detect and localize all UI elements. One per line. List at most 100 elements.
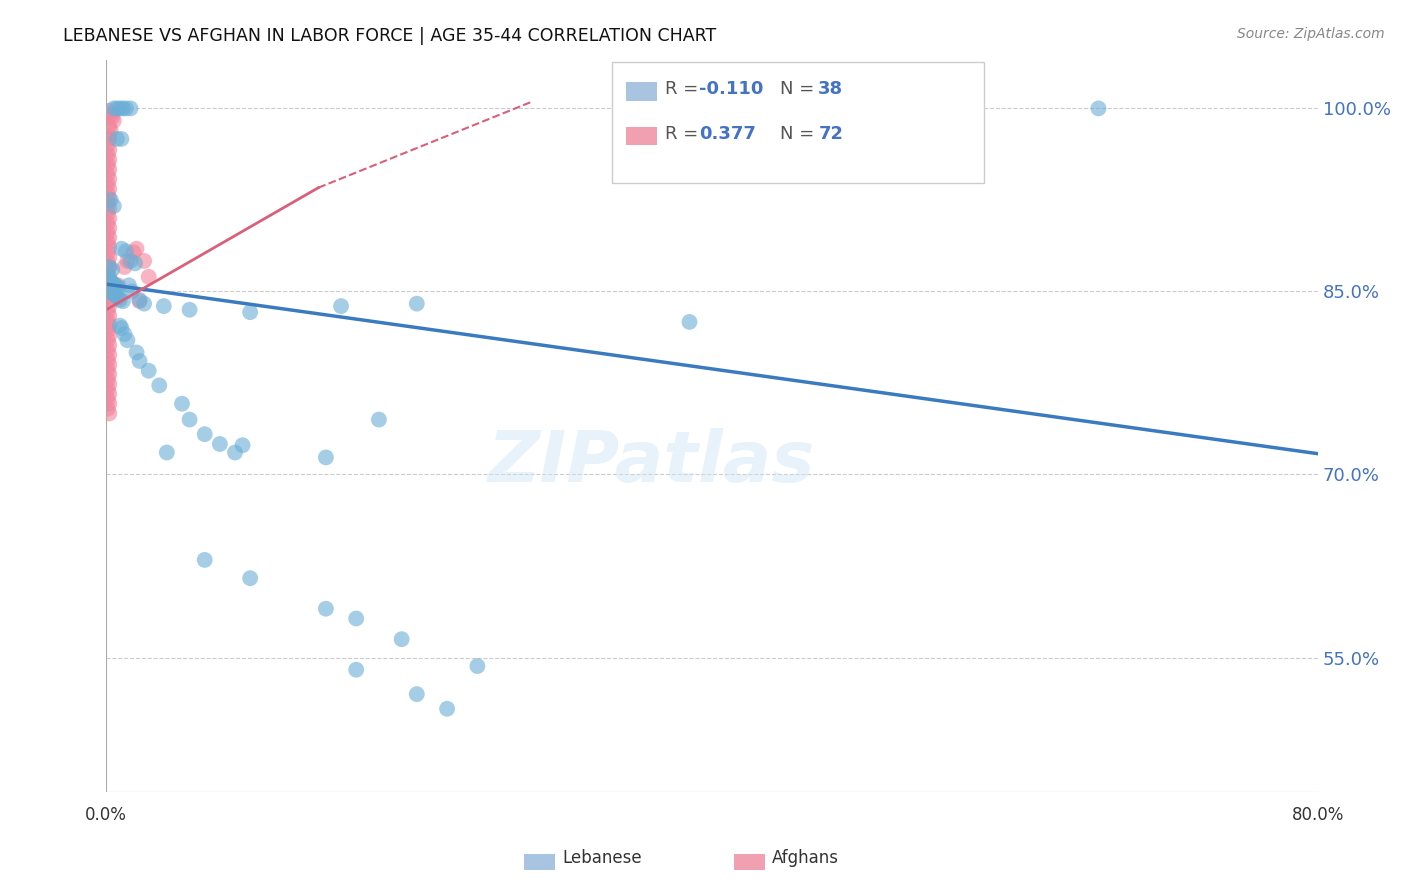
Point: [97, 343, 120, 357]
Point: [194, 427, 217, 442]
Point: [101, 262, 124, 277]
Point: [98, 309, 121, 323]
Point: [138, 364, 160, 378]
Point: [97, 128, 120, 143]
Point: [97, 275, 120, 289]
Point: [120, 254, 142, 268]
Point: [97, 245, 120, 260]
Text: -0.110: -0.110: [699, 80, 763, 98]
Point: [98, 240, 121, 254]
Point: [132, 296, 155, 310]
Point: [97, 285, 120, 299]
Point: [98, 132, 121, 146]
Point: [105, 279, 128, 293]
Point: [98, 202, 121, 216]
Point: [101, 276, 124, 290]
Point: [98, 120, 121, 134]
Point: [153, 299, 176, 313]
Point: [121, 285, 143, 299]
Point: [132, 254, 155, 268]
Point: [436, 702, 458, 716]
Point: [98, 250, 121, 264]
Point: [97, 226, 120, 240]
Point: [100, 193, 122, 207]
Text: R =: R =: [665, 125, 704, 143]
Text: Lebanese: Lebanese: [562, 849, 643, 867]
Text: Afghans: Afghans: [772, 849, 839, 867]
Point: [148, 378, 170, 392]
Text: N =: N =: [780, 125, 820, 143]
Point: [97, 314, 120, 328]
Point: [107, 281, 129, 295]
Point: [97, 304, 120, 318]
Point: [97, 333, 120, 347]
Point: [97, 148, 120, 162]
Point: [467, 659, 489, 673]
Point: [110, 321, 132, 335]
Point: [405, 687, 427, 701]
Point: [100, 107, 122, 121]
Point: [101, 285, 124, 300]
Point: [103, 102, 125, 116]
Point: [239, 305, 262, 319]
Point: [98, 299, 121, 313]
Text: 0.0%: 0.0%: [86, 806, 127, 824]
Point: [108, 318, 131, 333]
Text: 38: 38: [818, 80, 844, 98]
Point: [98, 289, 121, 303]
Point: [110, 242, 132, 256]
Text: ZIPatlas: ZIPatlas: [488, 428, 815, 497]
Point: [344, 611, 367, 625]
Point: [105, 132, 128, 146]
Point: [97, 177, 120, 191]
Point: [179, 302, 201, 317]
Point: [112, 327, 135, 342]
Point: [97, 157, 120, 171]
Point: [98, 377, 121, 392]
Point: [224, 445, 246, 459]
Point: [97, 372, 120, 386]
Point: [128, 293, 150, 307]
Point: [122, 245, 145, 260]
Point: [678, 315, 700, 329]
Point: [117, 333, 139, 347]
Point: [103, 277, 125, 292]
Point: [111, 294, 134, 309]
Point: [138, 269, 160, 284]
Point: [128, 294, 150, 309]
Point: [98, 153, 121, 167]
Text: 80.0%: 80.0%: [1292, 806, 1344, 824]
Point: [98, 172, 121, 186]
Point: [98, 272, 121, 286]
Point: [98, 368, 121, 382]
Point: [108, 102, 131, 116]
Point: [344, 663, 367, 677]
Point: [107, 278, 129, 293]
Text: R =: R =: [665, 80, 704, 98]
Point: [112, 260, 135, 274]
Point: [104, 288, 127, 302]
Point: [97, 392, 120, 406]
Point: [97, 294, 120, 309]
Point: [405, 296, 427, 310]
Point: [97, 255, 120, 269]
Point: [97, 235, 120, 250]
Point: [208, 437, 231, 451]
Text: 72: 72: [818, 125, 844, 143]
Point: [98, 387, 121, 401]
Point: [115, 102, 138, 116]
Text: N =: N =: [780, 80, 820, 98]
Point: [100, 123, 122, 137]
Point: [239, 571, 262, 585]
Point: [97, 269, 120, 284]
Point: [98, 211, 121, 226]
Point: [103, 113, 125, 128]
Point: [101, 110, 124, 124]
Point: [97, 138, 120, 153]
Point: [98, 283, 121, 297]
Point: [98, 338, 121, 352]
Point: [125, 242, 148, 256]
Point: [98, 182, 121, 196]
Point: [98, 221, 121, 235]
Point: [98, 162, 121, 177]
